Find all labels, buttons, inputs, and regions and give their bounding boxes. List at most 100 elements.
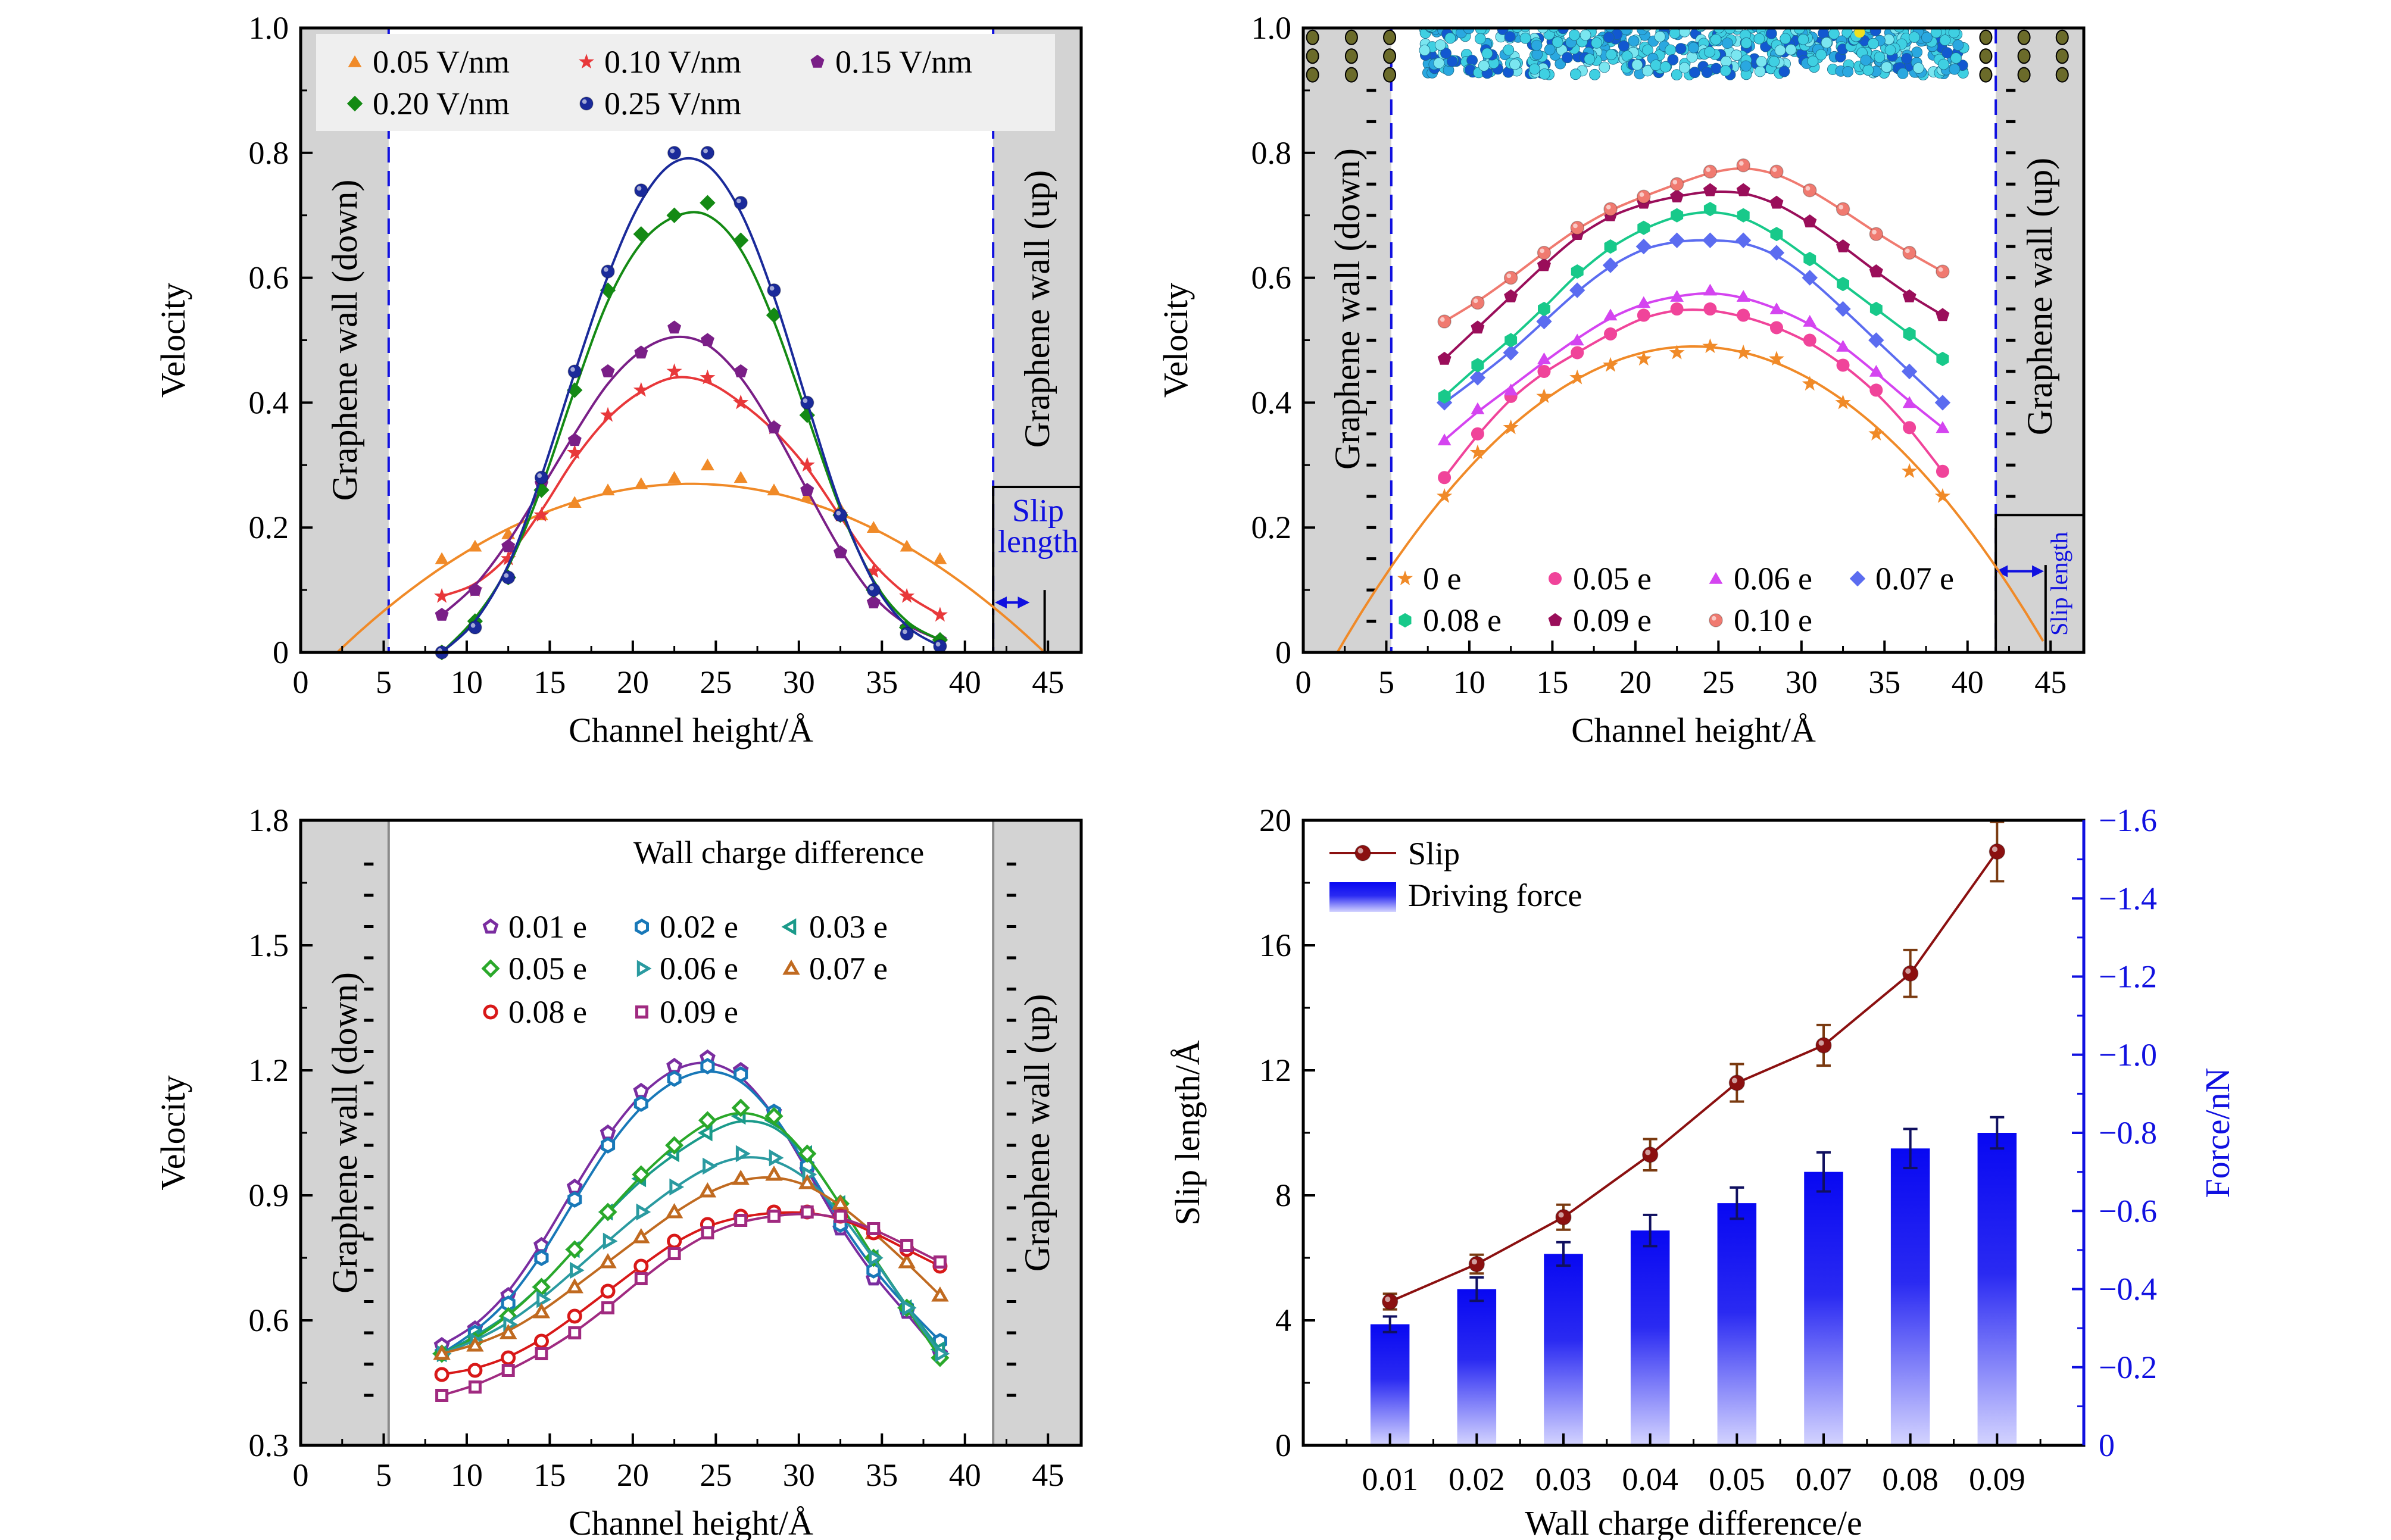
data-point	[931, 1286, 949, 1302]
data-point	[1602, 257, 1619, 273]
data-point	[1902, 289, 1916, 302]
data-point	[567, 1308, 582, 1324]
data-point	[1737, 308, 1750, 322]
legend-label: 0.08 e	[508, 994, 587, 1030]
series-0-10-V-nm	[434, 363, 948, 622]
atom	[1589, 68, 1601, 80]
data-point	[834, 1210, 847, 1223]
legend-label: 0.02 e	[660, 909, 738, 945]
atom	[1440, 48, 1452, 59]
wall-label-up: Graphene wall (up)	[2020, 158, 2059, 435]
legend-bar-sample	[1329, 882, 1396, 912]
y-tick-label: 1.2	[249, 1052, 289, 1088]
x-tick-label: 5	[376, 1457, 392, 1493]
y-tick-label: 1.5	[249, 927, 289, 963]
x-tick-label: 0	[293, 664, 309, 700]
atom	[1605, 49, 1617, 61]
fit-curve	[441, 1213, 941, 1397]
data-point	[1537, 258, 1551, 271]
data-point	[1768, 351, 1784, 366]
x-axis-label: Channel height/Å	[569, 711, 813, 749]
legend-title: Wall charge difference	[633, 835, 924, 870]
marker-highlight	[736, 198, 741, 204]
data-point	[534, 470, 549, 485]
data-point	[1438, 389, 1451, 404]
atom	[1941, 47, 1953, 59]
x-tick-label: 10	[451, 1457, 483, 1493]
plot-frame	[1301, 819, 2086, 1447]
wall-region-up	[993, 820, 1081, 1445]
fit-curve	[1443, 308, 1944, 479]
fit-curve	[441, 1156, 941, 1355]
atom	[1780, 33, 1791, 45]
marker-highlight	[1818, 1040, 1824, 1046]
data-point	[501, 539, 516, 552]
fit-curve	[1333, 345, 2044, 654]
x-tick-label: 15	[533, 1457, 566, 1493]
data-point	[435, 608, 449, 621]
data-point	[633, 1258, 649, 1274]
y-tick-label: 4	[1275, 1302, 1291, 1338]
marker-highlight	[1905, 968, 1911, 974]
fit-curve	[441, 376, 941, 616]
marker-highlight	[504, 573, 509, 578]
data-point	[733, 394, 749, 410]
legend-marker	[579, 96, 594, 111]
series-0-09-e	[435, 1205, 947, 1402]
legend-label: 0.06 e	[660, 951, 738, 986]
data-point	[834, 545, 848, 558]
atom	[1688, 42, 1699, 54]
atom	[1631, 59, 1643, 71]
atom	[1862, 64, 1874, 76]
x-tick-label: 0.09	[1969, 1461, 2025, 1497]
data-point	[1603, 357, 1619, 372]
panel-velocity-by-charge: Graphene wall (down) Graphene wall (up) Sl…	[1156, 10, 2086, 749]
data-point	[536, 1291, 551, 1308]
data-point	[1868, 332, 1884, 348]
data-point	[567, 364, 582, 379]
y-tick-label: 20	[1259, 802, 1291, 838]
data-point	[667, 1070, 682, 1087]
x-tick-label: 5	[1378, 664, 1394, 700]
data-point	[697, 1124, 713, 1142]
marker-highlight	[1473, 298, 1478, 304]
data-point	[1604, 239, 1617, 254]
data-point	[703, 1157, 717, 1175]
arrow-head-right-icon	[1017, 596, 1030, 609]
legend-item: 0.03 e	[781, 909, 888, 945]
data-point	[532, 1302, 551, 1319]
atom	[1948, 28, 1960, 39]
data-point	[1469, 444, 1485, 460]
x-tick-label: 0.01	[1362, 1461, 1418, 1497]
data-point	[1504, 333, 1518, 348]
force-bar	[1457, 1289, 1497, 1445]
panel-velocity-by-wall-charge: Graphene wall (down) Graphene wall (up) Wa…	[154, 802, 1083, 1540]
atom	[1650, 60, 1662, 71]
legend-label: 0.07 e	[1875, 561, 1954, 596]
data-point	[935, 1345, 950, 1363]
marker-highlight	[902, 629, 907, 635]
data-point	[632, 1165, 651, 1184]
data-point	[1503, 419, 1519, 435]
data-point	[1835, 394, 1851, 410]
atom	[1659, 61, 1671, 73]
carbon-atom	[1979, 29, 1993, 45]
atom	[1908, 32, 1920, 43]
legend-label: 0.05 e	[1573, 561, 1652, 596]
data-point	[601, 1301, 614, 1314]
data-point	[765, 1166, 783, 1181]
data-point	[1703, 283, 1717, 296]
data-point	[1603, 202, 1618, 216]
marker-highlight	[1639, 192, 1644, 197]
data-point	[767, 1210, 781, 1223]
data-point	[501, 1350, 516, 1366]
data-point	[1471, 427, 1484, 441]
legend-label: 0.07 e	[809, 951, 888, 986]
data-point	[1989, 843, 2006, 860]
atom	[1912, 63, 1924, 74]
y-tick-label: 0.2	[249, 510, 289, 545]
data-point	[700, 1058, 715, 1074]
data-point	[468, 620, 482, 635]
data-point	[1902, 245, 1916, 260]
